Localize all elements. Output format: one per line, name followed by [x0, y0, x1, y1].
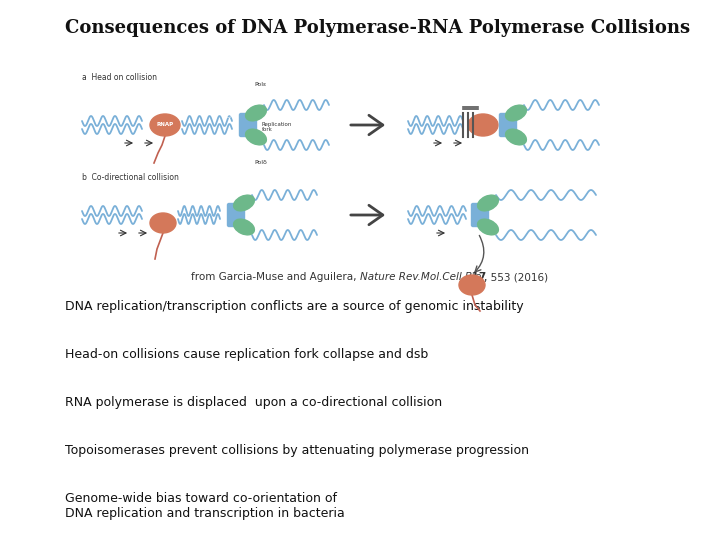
Ellipse shape	[150, 114, 180, 136]
Ellipse shape	[505, 105, 526, 121]
Text: MCM: MCM	[222, 114, 235, 119]
Text: Replication
fork: Replication fork	[262, 122, 292, 132]
Ellipse shape	[505, 129, 526, 145]
FancyBboxPatch shape	[228, 204, 245, 226]
Text: Genome-wide bias toward co-orientation of
DNA replication and transcription in b: Genome-wide bias toward co-orientation o…	[65, 492, 345, 520]
FancyBboxPatch shape	[472, 204, 488, 226]
Ellipse shape	[459, 275, 485, 295]
Text: Head-on collisions cause replication fork collapse and dsb: Head-on collisions cause replication for…	[65, 348, 428, 361]
Ellipse shape	[468, 114, 498, 136]
Text: Consequences of DNA Polymerase-RNA Polymerase Collisions: Consequences of DNA Polymerase-RNA Polym…	[65, 19, 690, 37]
Text: b  Co-directional collision: b Co-directional collision	[82, 173, 179, 182]
Ellipse shape	[150, 213, 176, 233]
Text: RNA polymerase is displaced  upon a co-directional collision: RNA polymerase is displaced upon a co-di…	[65, 396, 442, 409]
Text: Nature Rev.Mol.Cell Biol.: Nature Rev.Mol.Cell Biol.	[360, 272, 487, 282]
Ellipse shape	[233, 195, 254, 211]
Text: from Garcia-Muse and Aguilera,: from Garcia-Muse and Aguilera,	[192, 272, 360, 282]
FancyBboxPatch shape	[240, 113, 256, 137]
Text: 17: 17	[468, 272, 486, 282]
Ellipse shape	[477, 195, 498, 211]
Text: DNA replication/transcription conflicts are a source of genomic instability: DNA replication/transcription conflicts …	[65, 300, 523, 313]
Ellipse shape	[246, 105, 266, 121]
Ellipse shape	[233, 219, 254, 235]
Text: , 553 (2016): , 553 (2016)	[484, 272, 548, 282]
Text: RNAP: RNAP	[156, 123, 174, 127]
Text: Polε: Polε	[254, 83, 266, 87]
Text: Topoisomerases prevent collisions by attenuating polymerase progression: Topoisomerases prevent collisions by att…	[65, 444, 529, 457]
Ellipse shape	[477, 219, 498, 235]
Text: a  Head on collision: a Head on collision	[82, 73, 157, 82]
Text: Polδ: Polδ	[254, 160, 267, 165]
FancyBboxPatch shape	[500, 113, 516, 137]
Ellipse shape	[246, 129, 266, 145]
